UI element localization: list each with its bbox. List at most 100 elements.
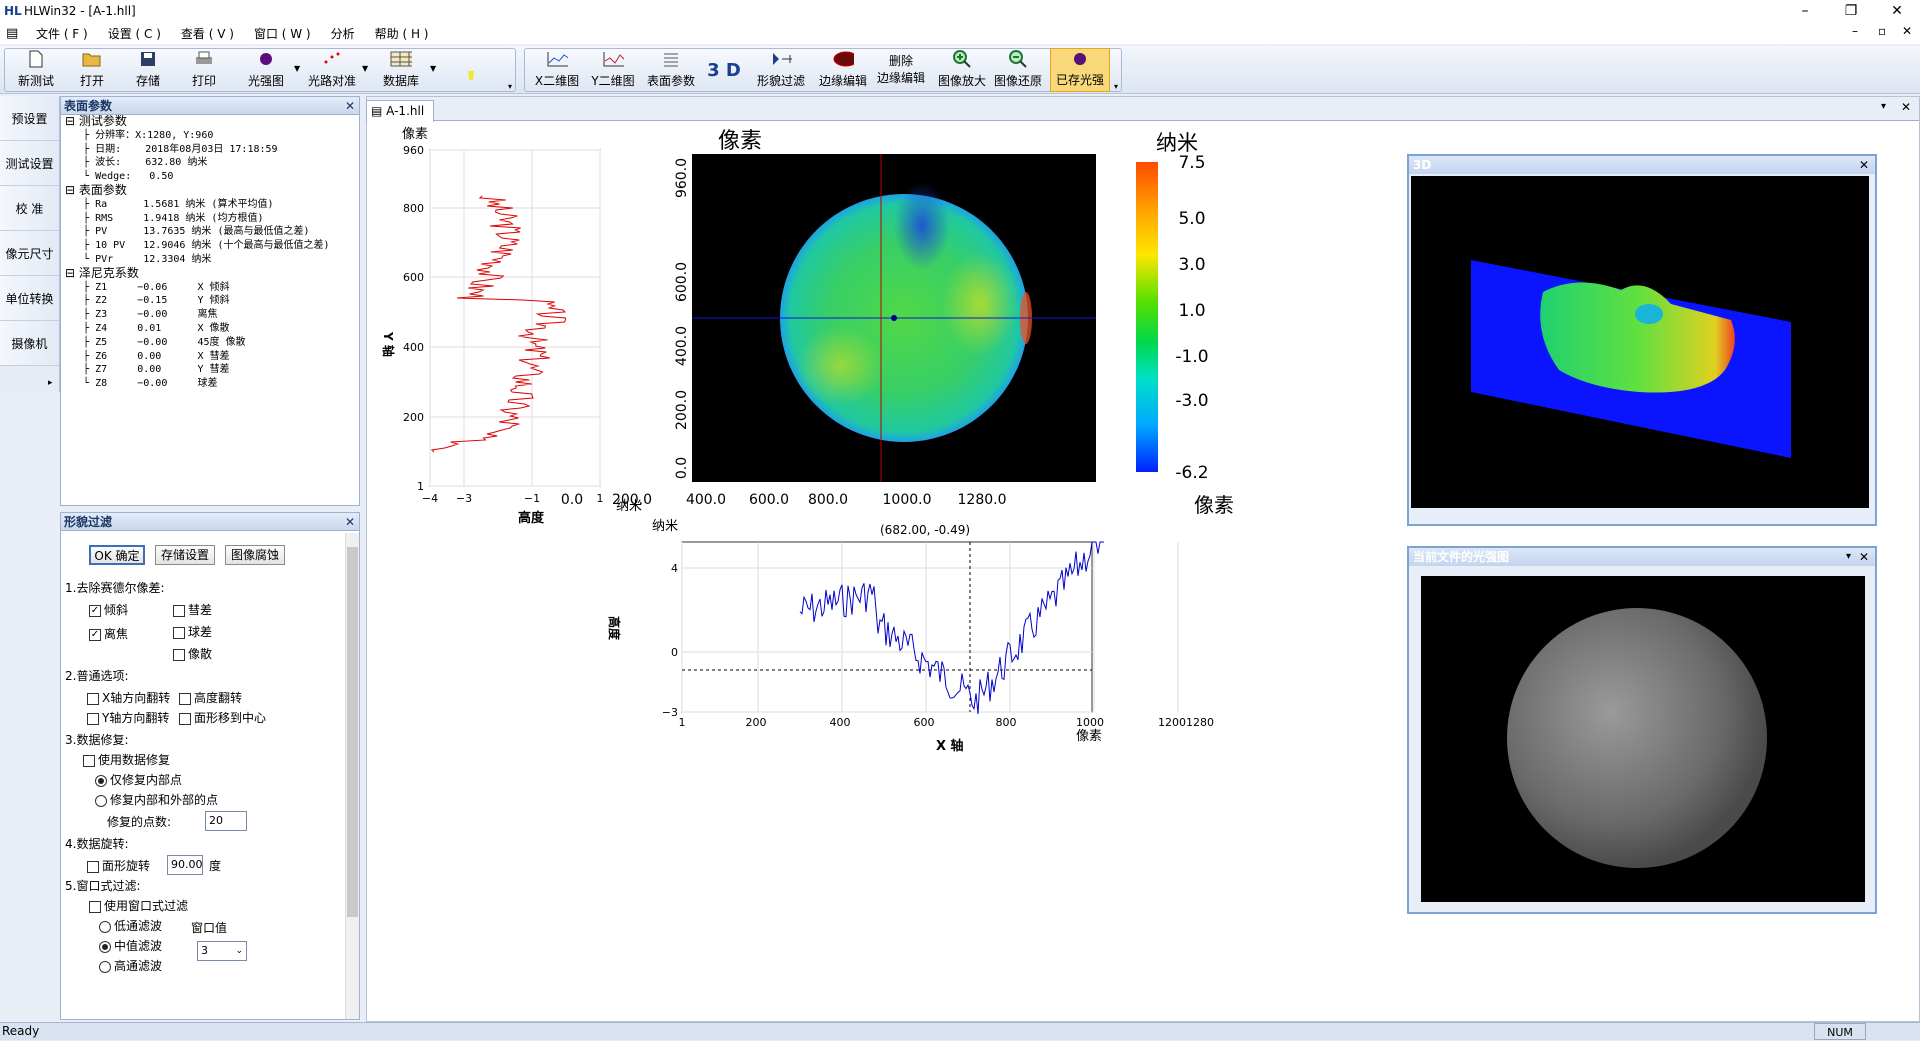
map-high-region-2 (796, 326, 884, 406)
highpass-radio[interactable]: 高通滤波 (99, 957, 162, 974)
open-label: 打开 (79, 74, 104, 88)
expand-arrow-icon[interactable]: ▸ (48, 378, 53, 388)
tab-test-settings[interactable]: 测试设置 (0, 141, 59, 186)
shape-filter-button[interactable]: 形貌过滤 (752, 48, 810, 92)
edge-edit-button[interactable]: 边缘编辑 (814, 48, 872, 92)
doc-tab-menu-icon[interactable]: ▾ (1881, 101, 1887, 112)
intensity-dropdown-icon[interactable]: ▼ (294, 64, 301, 73)
y2d-button[interactable]: Y二维图 (588, 48, 638, 92)
coma-checkbox[interactable]: 彗差 (173, 601, 212, 618)
toolbar-overflow-icon[interactable]: ▾ (508, 82, 513, 91)
menu-window[interactable]: 窗口 ( W ) (253, 26, 311, 41)
sub-close-button[interactable]: ✕ (1902, 24, 1913, 38)
tilt-checkbox[interactable]: ✓ 倾斜 (89, 601, 128, 618)
map-ytick: 400.0 (674, 326, 690, 366)
filter-panel-close-icon[interactable]: ✕ (344, 515, 355, 529)
tree-row[interactable]: ⊟ 测试参数 (65, 114, 127, 128)
intensity-button[interactable]: 光强图 (242, 48, 290, 92)
sphere-checkbox[interactable]: 球差 (173, 623, 212, 640)
image-corrode-button[interactable]: 图像腐蚀 (225, 545, 285, 565)
tree-row: ├ RMS 1.9418 纳米 (均方根值) (65, 212, 264, 224)
checkbox (173, 626, 185, 639)
tree-row: ├ Z3 −0.00 离焦 (65, 309, 218, 321)
database-dropdown-icon[interactable]: ▼ (430, 64, 437, 73)
tab-unit-convert[interactable]: 单位转换 (0, 276, 59, 321)
window-value-select[interactable]: 3 ⌄ (197, 941, 247, 961)
rotate-checkbox[interactable]: 面形旋转 (87, 857, 150, 874)
sub-minimize-button[interactable]: – (1852, 24, 1858, 38)
tree-row[interactable]: ⊟ 泽尼克系数 (65, 265, 139, 280)
restore-button[interactable]: ❐ (1844, 3, 1858, 19)
inner-outer-label: 修复内部和外部的点 (110, 793, 219, 807)
menu-analysis[interactable]: 分析 (330, 26, 355, 41)
surface-params-button[interactable]: 表面参数 (642, 48, 700, 92)
checkbox (179, 692, 191, 705)
close-button[interactable]: ✕ (1891, 3, 1903, 19)
database-button[interactable]: 数据库 (376, 48, 426, 92)
filter-scrollbar-thumb[interactable] (347, 547, 358, 917)
repair-points-input[interactable]: 20 (205, 811, 247, 831)
inner-outer-radio[interactable]: 修复内部和外部的点 (95, 791, 218, 808)
median-radio[interactable]: 中值滤波 (99, 937, 162, 954)
tilt-label: 倾斜 (104, 603, 129, 617)
menu-view[interactable]: 查看 ( V ) (180, 26, 234, 41)
minimize-button[interactable]: – (1801, 3, 1809, 19)
tab-calibrate[interactable]: 校 准 (0, 186, 59, 231)
open-button[interactable]: 打开 (72, 48, 112, 92)
map-low-region (894, 182, 950, 270)
hflip-checkbox[interactable]: 高度翻转 (179, 689, 242, 706)
tree-row: ├ Z2 −0.15 Y 倾斜 (65, 295, 230, 307)
defocus-checkbox[interactable]: ✓ 离焦 (89, 625, 128, 642)
center-checkbox[interactable]: 面形移到中心 (179, 709, 266, 726)
intensity-window-close-icon[interactable]: ✕ (1858, 550, 1869, 564)
doc-close-icon[interactable]: ✕ (1901, 100, 1912, 114)
sub-restore-button[interactable]: ▫ (1878, 24, 1887, 38)
inner-only-radio[interactable]: 仅修复内部点 (95, 771, 182, 788)
laser-dots-icon (321, 48, 343, 70)
3d-button[interactable]: 3 D (704, 48, 744, 92)
radio (99, 960, 111, 973)
tab-camera[interactable]: 摄像机 (0, 321, 59, 366)
new-test-button[interactable]: 新测试 (14, 48, 58, 92)
astig-checkbox[interactable]: 像散 (173, 645, 212, 662)
lowpass-radio[interactable]: 低通滤波 (99, 917, 162, 934)
align-button[interactable]: 光路对准 (304, 48, 360, 92)
tab-pixel-size[interactable]: 像元尺寸 (0, 231, 59, 276)
tree-row[interactable]: ⊟ 表面参数 (65, 182, 127, 197)
use-repair-checkbox[interactable]: 使用数据修复 (83, 751, 170, 768)
toolbar-overflow-icon-2[interactable]: ▾ (1114, 82, 1119, 91)
menu-settings[interactable]: 设置 ( C ) (107, 26, 161, 41)
save-button[interactable]: 存储 (128, 48, 168, 92)
filter-panel-title: 形貌过滤 (64, 515, 113, 529)
tab-preset[interactable]: 预设置 (0, 96, 59, 141)
saved-intensity-button[interactable]: 已存光强 (1050, 48, 1110, 92)
intensity-window-header: 当前文件的光强图 ▾ ✕ (1409, 548, 1875, 566)
doc-tab[interactable]: ▤ A-1.hll (366, 100, 434, 122)
zoom-in-button[interactable]: 图像放大 (934, 48, 990, 92)
y-profile-ytick: 960 (403, 144, 424, 157)
rotate-angle-input[interactable]: 90.00 (167, 855, 203, 875)
yflip-checkbox[interactable]: Y轴方向翻转 (87, 709, 169, 726)
use-window-checkbox[interactable]: 使用窗口式过滤 (89, 897, 188, 914)
zoom-restore-button[interactable]: 图像还原 (990, 48, 1046, 92)
menu-help[interactable]: 帮助 ( H ) (374, 26, 429, 41)
num-lock-indicator: NUM (1814, 1023, 1866, 1040)
filter-scrollbar[interactable] (345, 533, 359, 1019)
delete-edge-button[interactable]: 删除 边缘编辑 (872, 48, 930, 92)
y-profile-unit-label: 像素 (402, 127, 428, 142)
tree-row: ├ Z7 0.00 Y 彗差 (65, 364, 230, 376)
xflip-checkbox[interactable]: X轴方向翻转 (87, 689, 170, 706)
ok-button[interactable]: OK 确定 (89, 545, 145, 565)
menu-file[interactable]: 文件 ( F ) (36, 26, 88, 41)
yellow-tool-button[interactable] (456, 48, 486, 92)
print-button[interactable]: 打印 (184, 48, 224, 92)
intensity-window-menu-icon[interactable]: ▾ (1845, 551, 1851, 562)
3d-window-close-icon[interactable]: ✕ (1858, 158, 1869, 172)
doc-menu-icon[interactable]: ▤ (6, 25, 19, 41)
surface-panel-close-icon[interactable]: ✕ (344, 99, 355, 113)
center-label: 面形移到中心 (194, 711, 267, 725)
align-dropdown-icon[interactable]: ▼ (362, 64, 369, 73)
astig-label: 像散 (188, 647, 213, 661)
save-settings-button[interactable]: 存储设置 (155, 545, 215, 565)
x2d-button[interactable]: X二维图 (532, 48, 582, 92)
